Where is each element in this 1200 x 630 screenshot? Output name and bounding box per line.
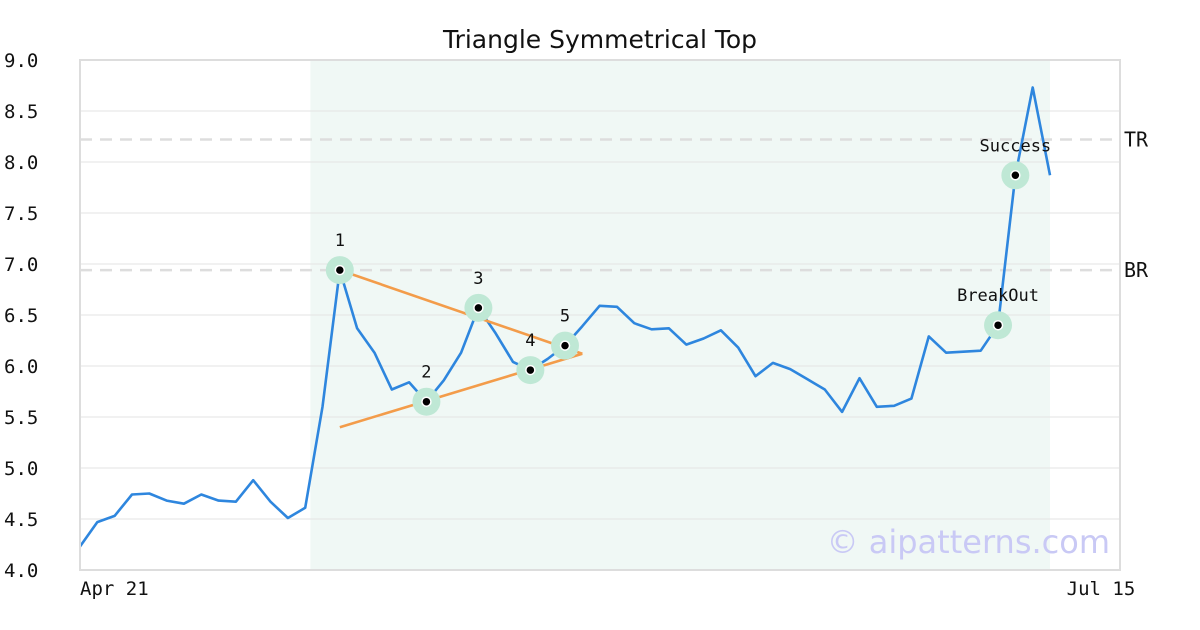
y-tick-label: 6.0 bbox=[4, 356, 38, 378]
y-tick-label: 8.5 bbox=[4, 101, 38, 123]
y-axis-ticks: 9.0 8.5 8.0 7.5 7.0 6.5 6.0 5.5 5.0 4.5 4.0 bbox=[4, 50, 38, 582]
x-axis-ticks: Apr 21 Jul 15 bbox=[80, 578, 1135, 600]
y-tick-label: 8.0 bbox=[4, 152, 38, 174]
point-label-4: 4 bbox=[525, 331, 535, 351]
trend-line-upper bbox=[339, 268, 583, 355]
plot-frame bbox=[79, 59, 1121, 571]
point-label-2: 2 bbox=[421, 363, 431, 383]
y-tick-label: 6.5 bbox=[4, 305, 38, 327]
pattern-points: 1 2 3 4 5 BreakOut Success bbox=[325, 136, 1052, 416]
ref-label-br: BR bbox=[1124, 258, 1149, 282]
point-marker-4 bbox=[525, 364, 536, 376]
point-marker-3 bbox=[473, 302, 484, 314]
y-tick-label: 7.5 bbox=[4, 203, 38, 225]
y-tick-label: 4.5 bbox=[4, 509, 38, 531]
point-label-success: Success bbox=[980, 136, 1052, 156]
point-marker-2 bbox=[421, 396, 432, 407]
y-tick-label: 4.0 bbox=[4, 560, 38, 582]
point-label-breakout: BreakOut bbox=[957, 286, 1039, 306]
ref-label-tr: TR bbox=[1124, 128, 1149, 152]
point-marker-breakout bbox=[992, 319, 1004, 331]
y-tick-label: 9.0 bbox=[4, 50, 38, 72]
x-tick-label: Jul 15 bbox=[1067, 578, 1136, 600]
point-marker-1 bbox=[334, 264, 346, 276]
point-label-5: 5 bbox=[560, 307, 570, 327]
y-tick-label: 7.0 bbox=[4, 254, 38, 276]
reference-lines: TR BR bbox=[80, 128, 1149, 282]
point-marker-success bbox=[1010, 170, 1021, 181]
chart-title: Triangle Symmetrical Top bbox=[442, 25, 757, 54]
point-label-3: 3 bbox=[473, 269, 483, 289]
watermark: © aipatterns.com bbox=[827, 523, 1110, 561]
y-tick-label: 5.0 bbox=[4, 458, 38, 480]
y-tick-label: 5.5 bbox=[4, 407, 38, 429]
x-tick-label: Apr 21 bbox=[80, 578, 149, 600]
point-label-1: 1 bbox=[335, 231, 345, 251]
point-marker-5 bbox=[559, 340, 571, 351]
